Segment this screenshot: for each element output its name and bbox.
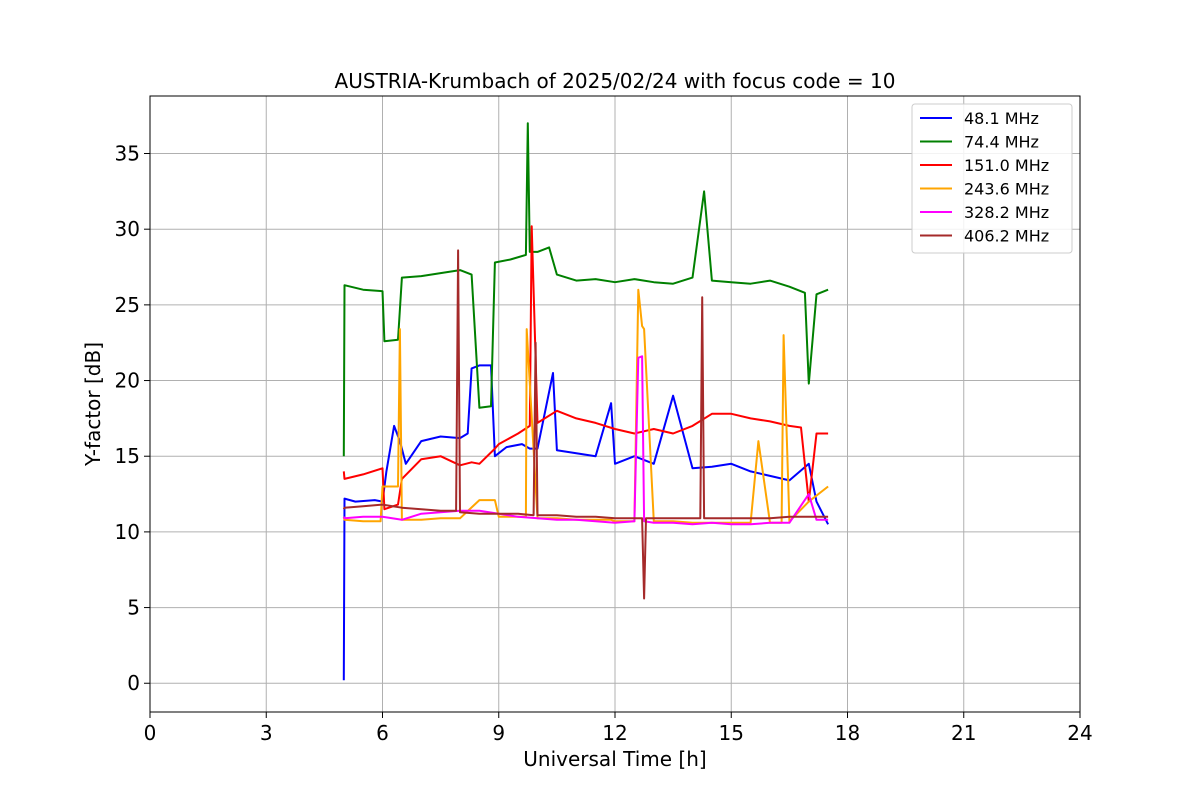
y-axis: 0 5 10 15 20 25 30 35 — [115, 142, 150, 695]
series-line-3 — [342, 288, 829, 524]
legend-label: 243.6 MHz — [964, 180, 1049, 199]
series-line-0 — [342, 364, 829, 681]
chart-title: AUSTRIA-Krumbach of 2025/02/24 with focu… — [335, 69, 896, 93]
y-tick-label: 20 — [115, 369, 140, 393]
y-tick-label: 10 — [115, 520, 140, 544]
series-line-1 — [342, 122, 829, 457]
x-tick-label: 24 — [1067, 721, 1092, 745]
y-tick-label: 35 — [115, 142, 140, 166]
x-tick-label: 15 — [719, 721, 744, 745]
legend-label: 328.2 MHz — [964, 203, 1049, 222]
y-tick-label: 5 — [127, 596, 140, 620]
series-line-5 — [342, 249, 829, 600]
y-tick-label: 30 — [115, 217, 140, 241]
x-tick-label: 21 — [951, 721, 976, 745]
legend: 48.1 MHz 74.4 MHz 151.0 MHz 243.6 MHz 32… — [911, 103, 1073, 254]
series-line-4 — [342, 355, 829, 526]
x-tick-label: 3 — [260, 721, 273, 745]
y-tick-label: 25 — [115, 293, 140, 317]
x-tick-label: 9 — [492, 721, 505, 745]
x-axis-title: Universal Time [h] — [523, 747, 706, 771]
legend-label: 406.2 MHz — [964, 227, 1049, 246]
x-tick-label: 12 — [602, 721, 627, 745]
y-tick-label: 15 — [115, 444, 140, 468]
legend-label: 74.4 MHz — [964, 133, 1039, 152]
legend-label: 151.0 MHz — [964, 156, 1049, 175]
legend-label: 48.1 MHz — [964, 109, 1039, 128]
y-tick-label: 0 — [127, 671, 140, 695]
x-tick-label: 0 — [144, 721, 157, 745]
y-axis-title: Y-factor [dB] — [81, 342, 105, 467]
plot-area — [342, 122, 829, 681]
x-tick-label: 18 — [835, 721, 860, 745]
x-tick-label: 6 — [376, 721, 389, 745]
x-axis: 0 3 6 9 12 15 18 21 24 — [144, 712, 1093, 745]
